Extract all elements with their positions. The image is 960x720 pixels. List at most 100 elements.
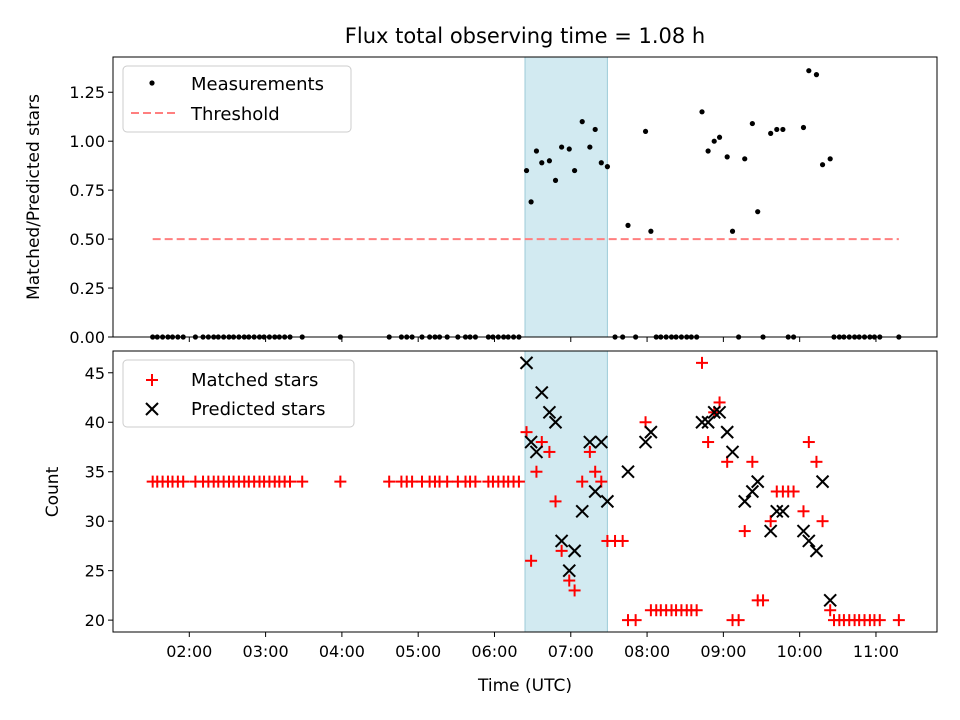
matched-stars-point [696, 356, 709, 369]
matched-stars-point [568, 584, 581, 597]
top-plot-marks [150, 68, 902, 340]
bottom-x-tick-label: 05:00 [395, 642, 441, 661]
matched-stars-point [787, 485, 800, 498]
predicted-stars-point [720, 425, 734, 439]
predicted-stars-point [583, 435, 597, 449]
measurements-point [566, 146, 572, 152]
matched-stars-point [589, 465, 602, 478]
bottom-y-axis-label: Count [43, 466, 63, 517]
measurements-point [533, 148, 540, 154]
measurements-point [587, 144, 593, 150]
matched-stars-point [746, 455, 759, 468]
matched-stars-point [824, 604, 837, 617]
matched-stars-point [583, 445, 596, 458]
bottom-x-tick-label: 04:00 [319, 642, 365, 661]
predicted-stars-point [621, 465, 635, 479]
matched-stars-point [738, 525, 751, 538]
bottom-y-tick-label: 25 [85, 562, 105, 581]
bottom-plot-marks [146, 356, 905, 627]
measurements-point [539, 160, 545, 166]
chart-title: Flux total observing time = 1.08 h [345, 24, 705, 48]
measurements-point [780, 126, 786, 133]
predicted-stars-point [802, 534, 816, 548]
predicted-stars-point [588, 484, 602, 499]
bottom-y-ticks: 20 25 30 35 40 45 [85, 364, 113, 630]
measurements-point [819, 162, 826, 168]
measurements-point [742, 156, 748, 162]
measurements-point [552, 177, 559, 183]
matched-stars-point [555, 544, 568, 557]
measurements-point [774, 126, 780, 133]
predicted-stars-point [535, 385, 549, 400]
top-axes-frame [112, 56, 938, 338]
predicted-stars-point [554, 534, 569, 548]
bottom-highlight-span [524, 350, 608, 633]
measurements-point [604, 164, 611, 170]
predicted-stars-point [763, 524, 778, 538]
predicted-stars-point [745, 484, 760, 499]
measurements-point [705, 148, 711, 154]
measurements-point [813, 72, 820, 78]
bottom-x-axis-label: Time (UTC) [477, 676, 572, 696]
measurements-point [648, 228, 654, 234]
matched-stars-point [629, 614, 642, 627]
bottom-x-tick-label: 06:00 [471, 642, 517, 661]
top-legend: Measurements Threshold [122, 65, 352, 133]
top-y-tick-label: 1.00 [69, 132, 105, 151]
bottom-y-tick-label: 45 [85, 364, 105, 383]
top-legend-box [122, 65, 352, 133]
predicted-stars-point [562, 563, 576, 578]
measurements-point [523, 167, 530, 174]
bottom-legend: Matched stars Predicted stars [122, 359, 355, 428]
matched-stars-point [810, 455, 823, 468]
predicted-stars-point [712, 405, 727, 420]
measurements-point [592, 126, 598, 133]
bottom-panel: 20 25 30 35 40 45 02:00 03:00 04:00 05:00 06:00 07… [43, 350, 938, 696]
matched-stars-point [757, 594, 770, 607]
measurements-point [546, 158, 553, 164]
bottom-x-ticks: 02:00 03:00 04:00 05:00 06:00 07:00 08:00 09:00… [166, 632, 899, 661]
bottom-x-tick-label: 11:00 [853, 642, 899, 661]
legend-threshold-label: Threshold [190, 104, 280, 125]
predicted-stars-point [567, 544, 582, 558]
matched-stars-point [616, 534, 629, 547]
predicted-stars-point [644, 425, 658, 439]
matched-stars-point [441, 475, 454, 488]
measurements-point [806, 68, 812, 74]
bottom-x-tick-label: 02:00 [166, 642, 212, 661]
legend-measurements-label: Measurements [191, 74, 324, 95]
predicted-stars-point [600, 494, 615, 509]
matched-stars-point [576, 475, 589, 488]
predicted-stars-point [796, 524, 811, 538]
bottom-x-tick-label: 10:00 [777, 642, 823, 661]
matched-stars-point [732, 614, 745, 627]
predicted-stars-point [594, 435, 609, 449]
predicted-stars-point [738, 494, 752, 509]
measurements-point [724, 154, 730, 160]
matched-stars-point [702, 436, 715, 449]
measurements-point [768, 130, 774, 136]
predicted-stars-point [809, 544, 824, 558]
matched-stars-point [802, 436, 815, 449]
matched-stars-point [543, 445, 556, 458]
measurements-point [699, 109, 705, 115]
measurements-point [716, 134, 723, 140]
top-y-axis-label: Matched/Predicted stars [24, 94, 44, 300]
legend-predicted-label: Predicted stars [191, 399, 325, 420]
measurements-point [749, 120, 755, 127]
legend-predicted-marker [145, 402, 159, 416]
predicted-stars-point [575, 504, 589, 518]
measurements-point [598, 160, 604, 166]
predicted-stars-point [707, 405, 721, 420]
predicted-stars-point [524, 435, 538, 449]
matched-stars-point [512, 475, 525, 488]
measurements-point [579, 119, 585, 125]
measurements-point [827, 156, 833, 162]
predicted-stars-point [548, 415, 563, 429]
predicted-stars-point [638, 435, 653, 449]
matched-stars-point [530, 465, 543, 478]
predicted-stars-point [519, 356, 534, 370]
matched-stars-point [563, 574, 576, 587]
top-highlight-span [524, 56, 608, 338]
